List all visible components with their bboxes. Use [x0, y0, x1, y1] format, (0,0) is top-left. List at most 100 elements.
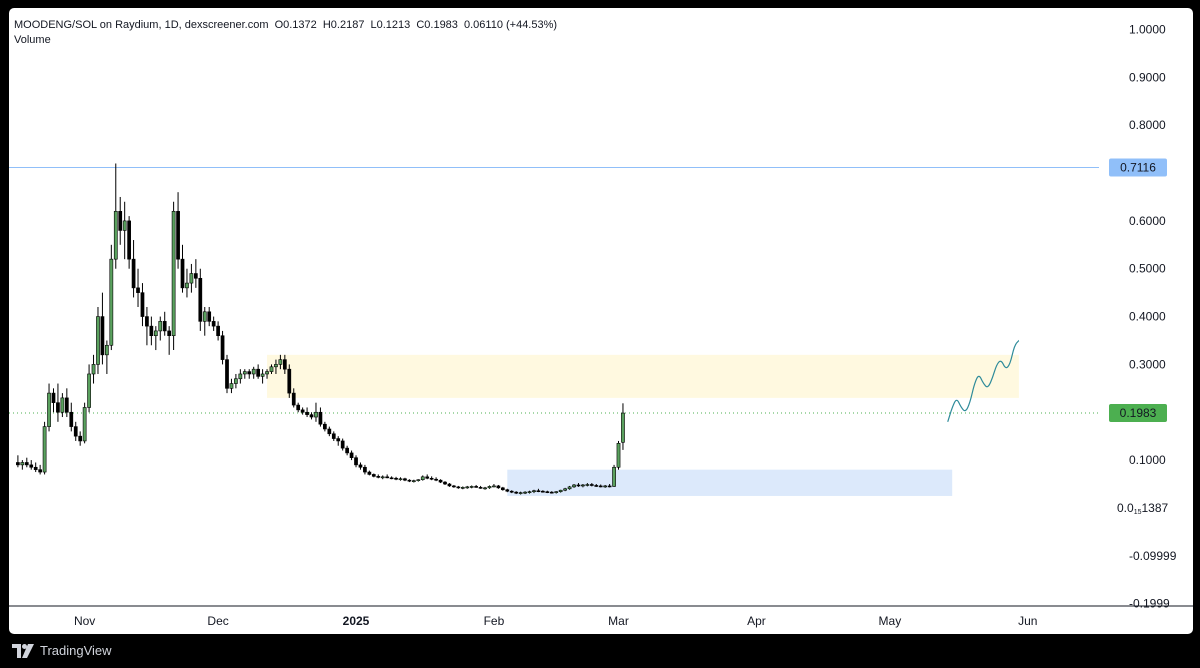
candles-layer [16, 163, 625, 495]
candle [549, 491, 554, 494]
candle-body [345, 447, 349, 454]
candle [367, 470, 372, 476]
y-tick-label: 0.8000 [1129, 118, 1166, 132]
candle-body [385, 476, 390, 479]
candle [527, 490, 532, 494]
y-axis[interactable]: 1.0000 0.9000 0.8000 0.6000 0.5000 0.4000 0.30… [1117, 23, 1177, 611]
candle [438, 479, 443, 484]
candle-body [153, 330, 158, 337]
candle [158, 316, 163, 341]
tradingview-brand[interactable]: TradingView [12, 643, 112, 658]
candle-body [82, 407, 87, 442]
candle-body [238, 373, 243, 380]
candle-body [478, 487, 483, 489]
candle-body [447, 483, 452, 487]
candle-body [394, 477, 398, 480]
candle-body [380, 476, 385, 479]
candle [358, 462, 363, 470]
candle [425, 474, 430, 480]
candle [443, 481, 447, 485]
candle-body [145, 316, 149, 327]
candle-body [158, 321, 163, 332]
x-axis[interactable]: Nov Dec 2025 Feb Mar Apr May Jun [9, 605, 1193, 628]
candle [363, 464, 367, 475]
candle-body [167, 330, 172, 337]
candle [460, 486, 465, 490]
candle-body [536, 490, 541, 493]
candle-body [598, 485, 603, 488]
candle [411, 479, 416, 483]
candle [478, 485, 483, 489]
candle-body [349, 452, 354, 458]
candle-body [220, 335, 225, 360]
zones-layer [267, 354, 1019, 496]
candle-body [140, 292, 145, 317]
candle-body [438, 479, 443, 483]
candle [220, 330, 225, 365]
y-tick-label: -0.09999 [1129, 549, 1177, 563]
candle-body [563, 488, 567, 491]
legend-volume[interactable]: Volume [14, 34, 51, 46]
candle-body [51, 392, 56, 403]
y-tick-label: 0.1000 [1129, 453, 1166, 467]
candle [532, 489, 536, 494]
candle-body [300, 409, 305, 413]
candle-body [554, 491, 559, 493]
candle-body [109, 258, 114, 346]
candle [594, 484, 599, 487]
candle-body [616, 443, 621, 468]
x-tick-label: Feb [484, 614, 505, 628]
candle-body [420, 476, 425, 481]
resistance-zone [267, 354, 1019, 398]
candle [554, 491, 559, 494]
candle-body [29, 464, 34, 468]
candle [171, 201, 176, 351]
candle [198, 268, 203, 331]
candle [318, 407, 323, 427]
candle [323, 421, 327, 432]
candle [621, 403, 625, 450]
candle-body [198, 277, 203, 322]
candle [47, 383, 51, 432]
legend-high: H0.2187 [322, 19, 365, 31]
candle [536, 488, 541, 493]
candle-body [425, 476, 430, 479]
candle-body [621, 412, 625, 443]
candle-body [105, 344, 109, 356]
candle-body [607, 485, 612, 488]
candle-body [278, 359, 283, 365]
candle-body [363, 466, 367, 473]
price-badges: 0.7116 0.1983 [1109, 158, 1167, 423]
candle-body [136, 287, 140, 293]
candle [24, 457, 29, 468]
candle-body [545, 491, 550, 493]
footer-bar: TradingView [0, 634, 1200, 668]
candle [211, 316, 216, 331]
candle [416, 479, 421, 482]
chart-canvas[interactable]: 1.0000 0.9000 0.8000 0.6000 0.5000 0.4000 0.30… [9, 8, 1193, 634]
candle [305, 407, 309, 418]
candle [607, 484, 612, 488]
candle [598, 484, 603, 488]
candle [113, 163, 118, 269]
candle [274, 359, 278, 374]
candle [278, 354, 283, 370]
candle [514, 491, 519, 495]
candle [194, 259, 198, 288]
legend-symbol[interactable]: MOODENG/SOL on Raydium, 1D, dexscreener.… [14, 19, 269, 31]
candle-body [549, 491, 554, 494]
candle-body [185, 282, 189, 289]
candle-body [229, 383, 234, 389]
candle-body [38, 469, 43, 473]
candle-body [429, 477, 434, 480]
candle [127, 216, 131, 269]
candle-body [603, 485, 608, 488]
candle-body [496, 485, 501, 489]
projection-path [947, 339, 1020, 422]
candle [296, 402, 301, 413]
candle-body [581, 484, 585, 487]
candle [185, 268, 189, 298]
candle-body [309, 414, 314, 418]
candle [500, 486, 505, 491]
candle [238, 369, 243, 384]
